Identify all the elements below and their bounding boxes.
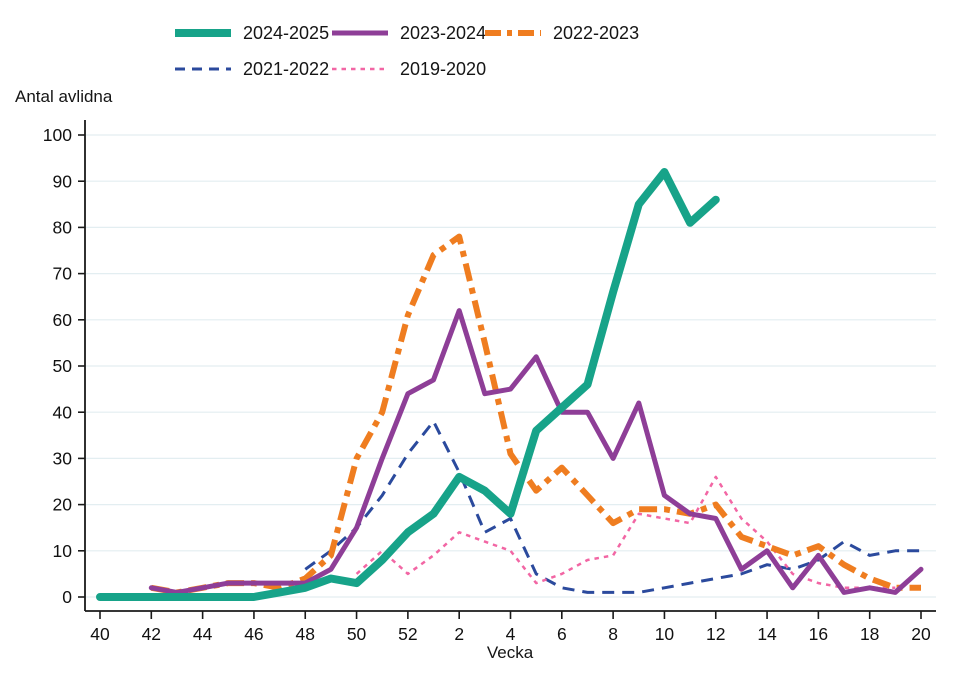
x-tick-label: 6	[557, 624, 567, 644]
x-tick-label: 44	[193, 624, 213, 644]
y-tick-label: 80	[53, 218, 73, 238]
x-tick-label: 18	[860, 624, 879, 644]
x-tick-label: 2	[454, 624, 464, 644]
y-tick-label: 30	[53, 449, 73, 469]
legend-swatch-2021-2022-icon	[175, 67, 231, 71]
y-tick-label: 20	[53, 495, 73, 515]
legend-label-2021-2022: 2021-2022	[243, 59, 330, 79]
series-line-2024-2025	[96, 168, 720, 601]
series-line-2023-2024	[148, 308, 924, 595]
legend-item-2023-2024: 2023-2024	[330, 22, 487, 44]
x-tick-label: 8	[608, 624, 618, 644]
x-tick-label: 52	[398, 624, 417, 644]
x-tick-label: 14	[757, 624, 777, 644]
y-tick-label: 60	[53, 310, 73, 330]
series-line-2022-2023	[150, 233, 921, 596]
legend-item-2022-2023: 2022-2023	[483, 22, 713, 44]
legend-label-2024-2025: 2024-2025	[243, 23, 330, 43]
x-axis-title: Vecka	[486, 643, 534, 662]
y-tick-label: 90	[53, 171, 73, 191]
x-tick-label: 46	[244, 624, 263, 644]
x-tick-label: 20	[911, 624, 931, 644]
legend-swatch-2019-2020-icon	[332, 67, 388, 71]
x-tick-label: 48	[296, 624, 315, 644]
legend-swatch-2022-2023-icon	[485, 30, 541, 36]
legend-swatch-2024-2025-icon	[175, 29, 231, 37]
x-tick-label: 10	[655, 624, 675, 644]
y-axis-title: Antal avlidna	[15, 87, 113, 106]
x-tick-label: 4	[506, 624, 516, 644]
series-line-2021-2022	[304, 419, 921, 594]
legend-swatch-2023-2024-icon	[332, 30, 388, 36]
x-tick-label: 16	[809, 624, 828, 644]
x-tick-label: 42	[142, 624, 161, 644]
x-tick-label: 12	[706, 624, 725, 644]
legend-item-2024-2025: 2024-2025	[173, 22, 330, 44]
y-tick-label: 0	[62, 587, 72, 607]
y-tick-label: 100	[43, 125, 72, 145]
series-line-2019-2020	[355, 475, 896, 590]
x-tick-label: 50	[347, 624, 367, 644]
legend-label-2023-2024: 2023-2024	[400, 23, 487, 43]
y-tick-label: 10	[53, 541, 73, 561]
legend-label-2022-2023: 2022-2023	[553, 23, 640, 43]
legend-item-2019-2020: 2019-2020	[330, 58, 487, 80]
legend-label-2019-2020: 2019-2020	[400, 59, 487, 79]
y-tick-label: 70	[53, 264, 73, 284]
x-tick-label: 40	[90, 624, 110, 644]
y-tick-label: 50	[53, 356, 73, 376]
y-tick-label: 40	[53, 402, 73, 422]
chart-legend: 2024-2025 2023-2024 2022-2023 2021-2022 …	[173, 22, 713, 80]
legend-item-2021-2022: 2021-2022	[173, 58, 330, 80]
